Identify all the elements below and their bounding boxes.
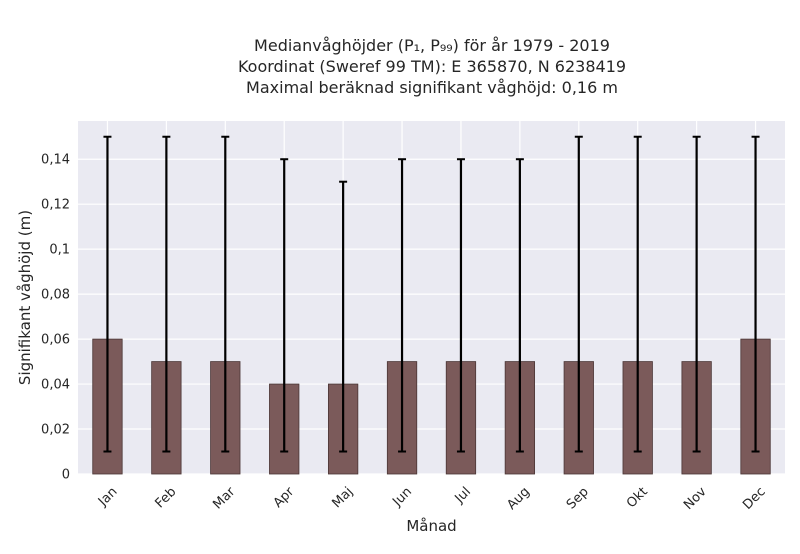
error-bar-maj [339,180,348,453]
x-tick-label: Jan [95,484,120,509]
y-tick-label: 0 [62,468,70,483]
x-tick-label: Jun [389,484,415,510]
chart-title: Medianvåghöjder (P₁, P₉₉) för år 1979 - … [238,36,626,97]
y-tick-label: 0,04 [41,378,70,393]
x-axis-ticks: Jan Feb Mar Apr Maj Jun Jul Aug Sep Okt Nov Dec [95,484,769,513]
y-tick-label: 0,06 [41,333,70,348]
title-line: Medianvåghöjder (P₁, P₉₉) för år 1979 - … [254,36,610,55]
x-tick-label: Maj [329,484,356,511]
x-tick-label: Okt [624,484,651,511]
error-bar-jul [456,158,465,453]
error-bar-feb [162,135,171,453]
x-tick-label: Jul [452,484,474,506]
y-axis-ticks: 0 0,02 0,04 0,06 0,08 0,1 0,12 0,14 [41,153,70,483]
error-bar-jan [103,135,112,453]
error-bar-aug [515,158,524,453]
x-tick-label: Feb [153,484,180,511]
error-bar-dec [751,135,760,453]
x-tick-label: Mar [210,484,238,512]
x-tick-label: Sep [564,484,592,512]
error-bar-apr [280,158,289,453]
x-axis-label: Månad [406,517,456,535]
y-tick-label: 0,08 [41,288,70,303]
error-bar-okt [633,135,642,453]
error-bars [103,135,760,453]
error-bar-nov [692,135,701,453]
y-tick-label: 0,1 [49,243,70,258]
error-bar-jun [398,158,407,453]
y-tick-label: 0,02 [41,423,70,438]
x-tick-label: Aug [504,484,533,513]
plot-area [78,121,785,474]
x-tick-label: Nov [681,484,710,513]
title-line: Maximal beräknad signifikant våghöjd: 0,… [246,78,618,97]
x-tick-label: Apr [271,484,298,511]
title-line: Koordinat (Sweref 99 TM): E 365870, N 62… [238,57,626,76]
y-tick-label: 0,14 [41,153,70,168]
y-tick-label: 0,12 [41,198,70,213]
x-tick-label: Dec [740,484,768,512]
error-bar-sep [574,135,583,453]
error-bar-mar [221,135,230,453]
y-axis-label: Signifikant våghöjd (m) [16,210,34,385]
